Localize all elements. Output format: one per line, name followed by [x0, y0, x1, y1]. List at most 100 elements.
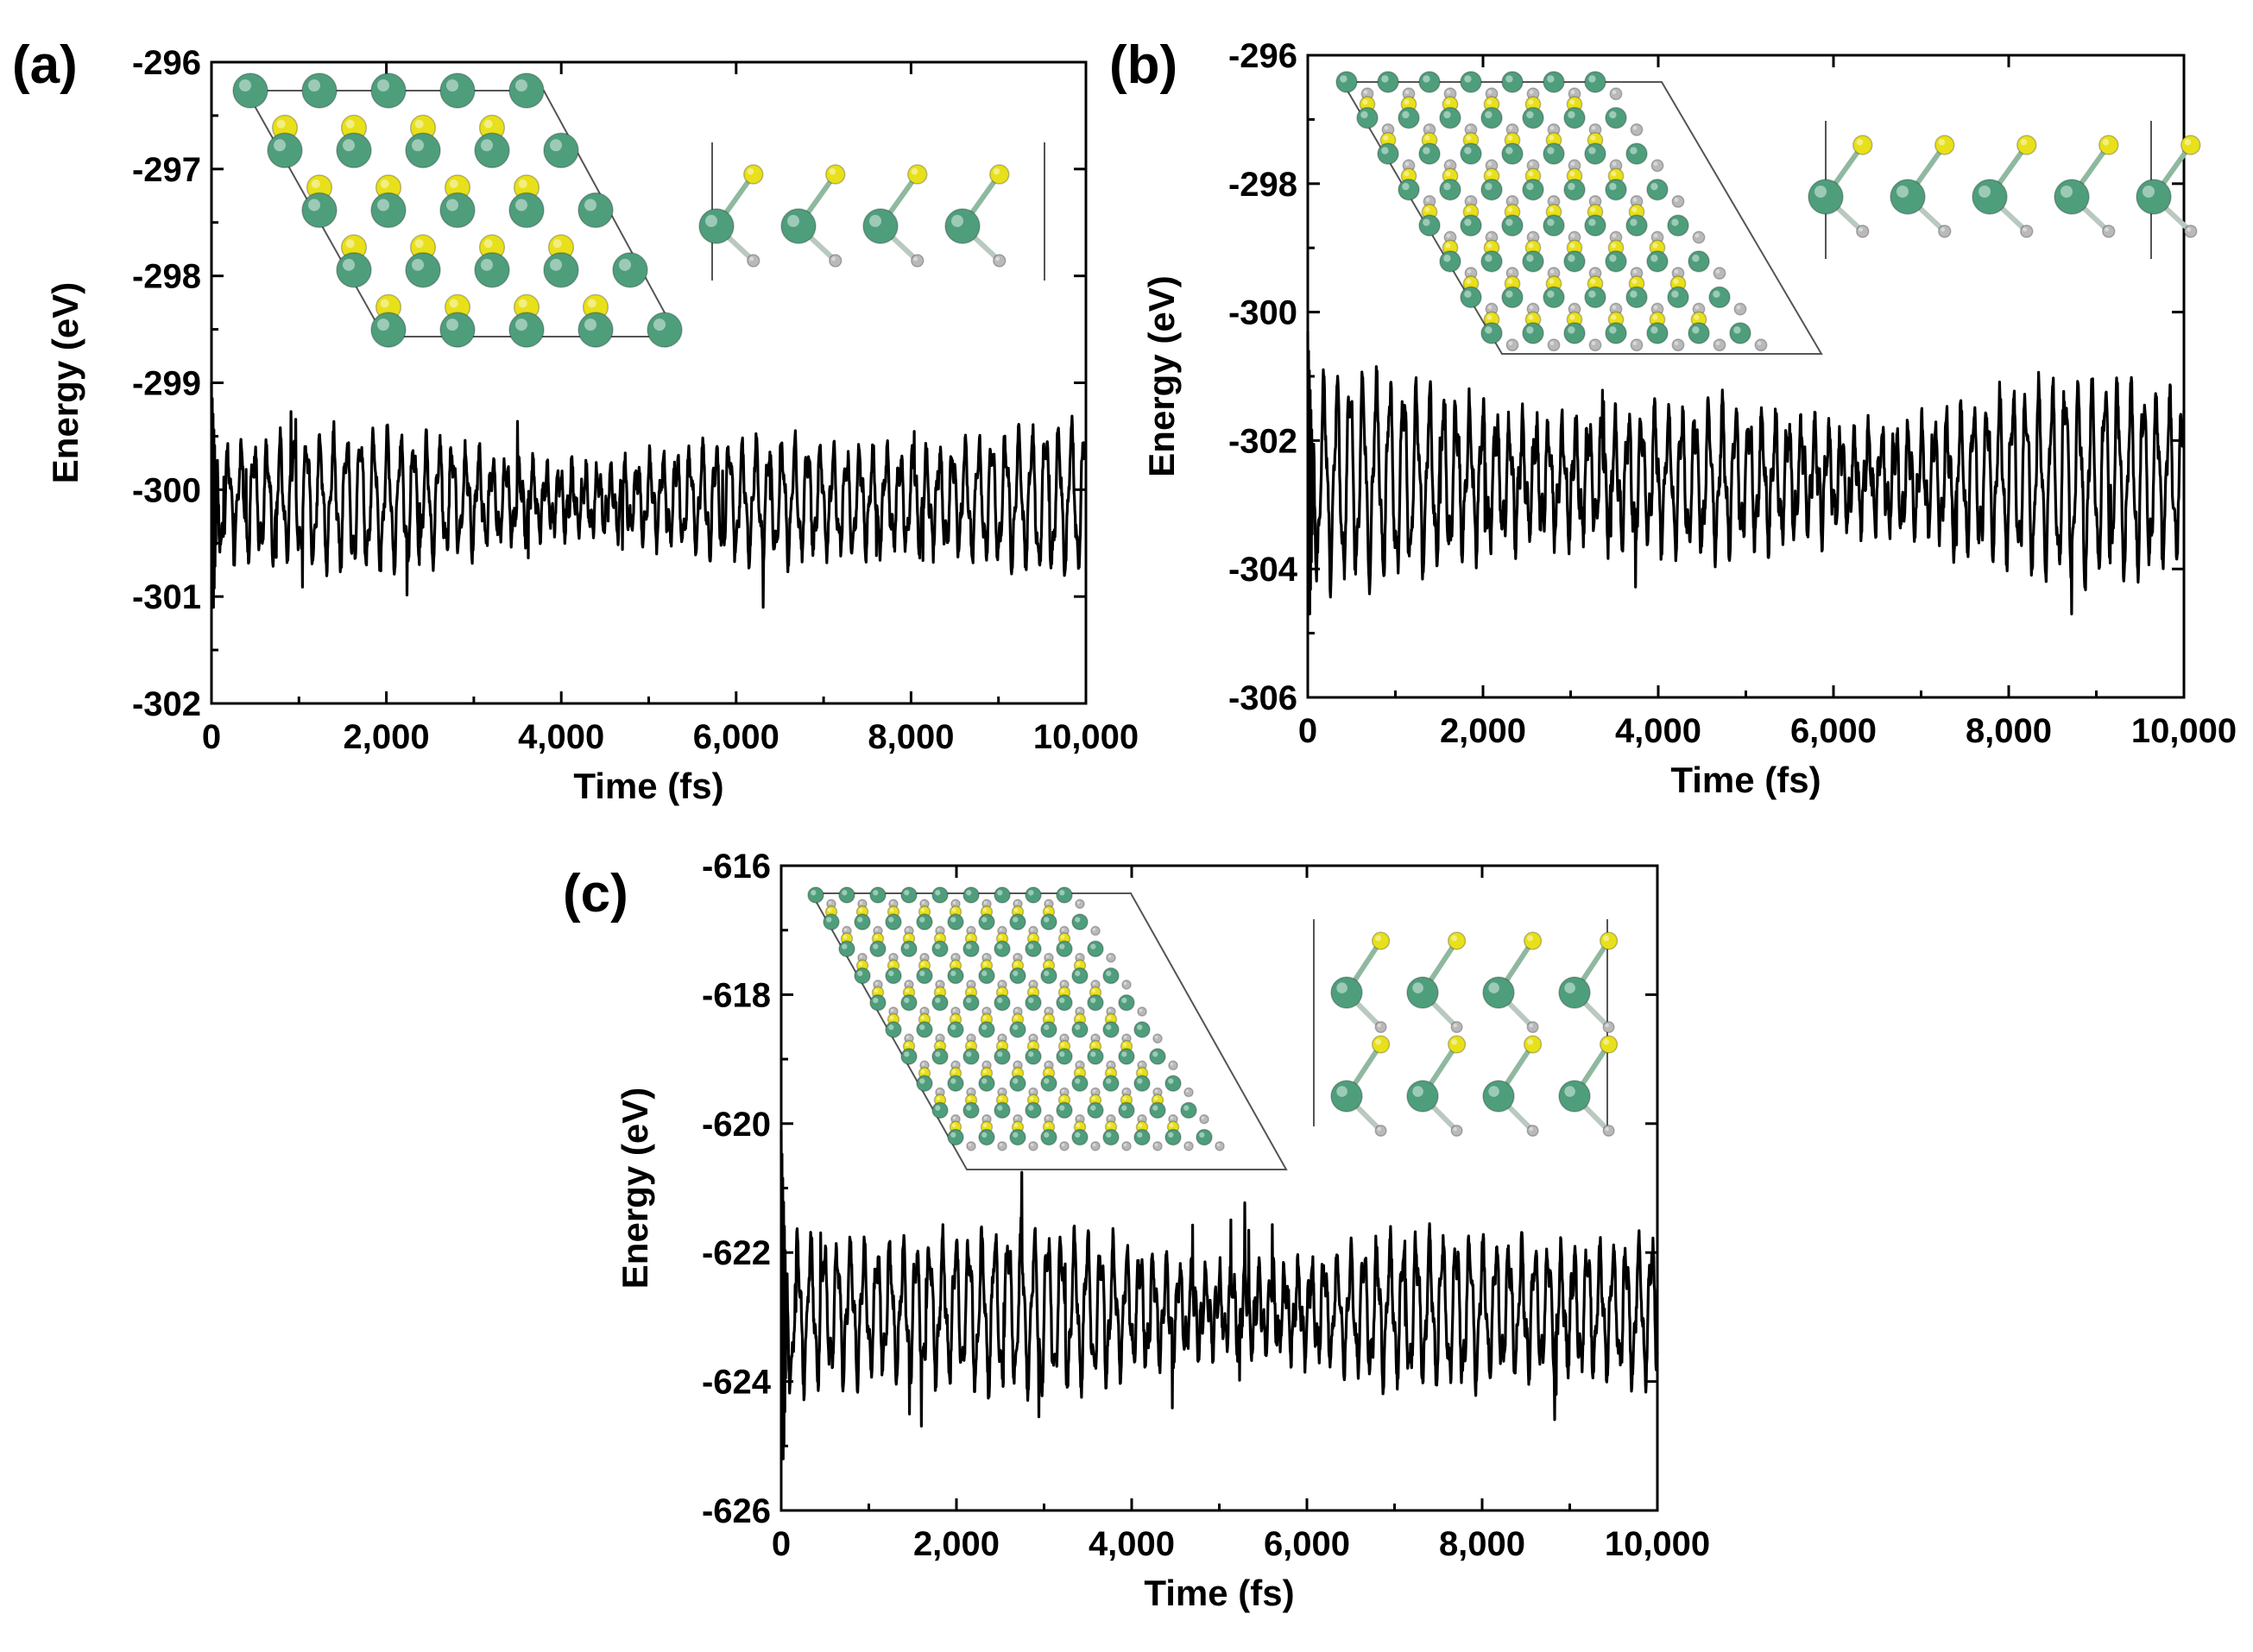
metal-atom: [885, 913, 902, 930]
light-atom-highlight: [937, 1089, 941, 1093]
panel-b: (b) 0 2,000 4,000 6,000 8,000 10,000 -306 -304 -…: [1109, 35, 2237, 800]
metal-atom-highlight: [950, 1132, 956, 1138]
metal-atom-highlight: [481, 139, 493, 152]
chalcogen-atom-highlight: [874, 935, 879, 939]
light-atom-highlight: [1076, 901, 1081, 905]
light-atom-highlight: [1139, 1008, 1143, 1012]
light-atom-highlight: [2187, 227, 2192, 232]
metal-atom-highlight: [1568, 326, 1575, 334]
chalcogen-atom-highlight: [552, 239, 562, 249]
light-atom-highlight: [1653, 305, 1658, 310]
metal-atom: [1584, 214, 1606, 237]
metal-atom-highlight: [966, 1051, 972, 1057]
chalcogen-atom-highlight: [1486, 243, 1493, 249]
light-atom-highlight: [952, 1008, 956, 1012]
metal-atom: [1584, 142, 1606, 165]
metal-atom: [543, 132, 579, 169]
metal-atom: [1460, 142, 1482, 165]
metal-atom-highlight: [1121, 1105, 1127, 1111]
chalcogen-atom-highlight: [1375, 1038, 1382, 1045]
metal-atom-highlight: [1814, 186, 1827, 198]
metal-atom: [1480, 322, 1503, 344]
metal-atom: [1406, 976, 1439, 1009]
chart-a-x-tick-label: 8,000: [868, 718, 954, 756]
chart-b-x-tick-label: 0: [1298, 712, 1317, 750]
metal-atom: [2054, 179, 2090, 215]
metal-atom-highlight: [1526, 255, 1534, 262]
metal-atom-highlight: [2061, 186, 2073, 198]
light-atom-highlight: [921, 1062, 925, 1066]
metal-atom-highlight: [653, 318, 666, 331]
metal-atom: [1972, 179, 2008, 215]
metal-atom-highlight: [1044, 1132, 1050, 1138]
light-atom-highlight: [1508, 125, 1513, 130]
metal-atom-highlight: [1423, 147, 1430, 154]
metal-atom-highlight: [1650, 255, 1658, 262]
metal-atom-highlight: [1106, 1132, 1112, 1138]
metal-atom: [1133, 1075, 1151, 1092]
chalcogen-atom-highlight: [1107, 1123, 1112, 1128]
light-atom-highlight: [1377, 1126, 1381, 1132]
metal-atom: [994, 1048, 1011, 1065]
light-atom-highlight: [1446, 90, 1451, 95]
chart-c-x-tick-label: 10,000: [1605, 1525, 1710, 1563]
chalcogen-atom-highlight: [1091, 1096, 1096, 1100]
light-atom: [2184, 224, 2198, 238]
metal-atom-highlight: [550, 139, 562, 152]
metal-atom-highlight: [1044, 917, 1050, 923]
chart-a-y-tick-label: -297: [132, 151, 201, 189]
light-atom-highlight: [1185, 1143, 1190, 1147]
metal-atom: [994, 1101, 1011, 1119]
light-atom-highlight: [952, 1062, 956, 1066]
light-atom-highlight: [1605, 1023, 1609, 1028]
light-atom: [1152, 1033, 1163, 1044]
chalcogen-atom-highlight: [1060, 1096, 1065, 1100]
chart-a-x-tick-label: 6,000: [693, 718, 779, 756]
light-atom: [1602, 1124, 1615, 1138]
metal-atom: [1482, 1080, 1515, 1113]
metal-atom: [474, 132, 510, 169]
chalcogen-atom-highlight: [1507, 135, 1513, 141]
light-atom: [1733, 302, 1747, 316]
metal-atom: [1377, 142, 1399, 165]
chart-c-x-tick-label: 0: [772, 1525, 791, 1563]
light-atom-highlight: [843, 928, 848, 931]
chalcogen-atom-highlight: [1611, 171, 1617, 177]
metal-atom-highlight: [873, 890, 879, 896]
light-atom-highlight: [1694, 305, 1700, 310]
metal-atom-highlight: [446, 199, 458, 211]
chart-b-y-tick-label: -300: [1228, 294, 1297, 332]
metal-atom-highlight: [1978, 186, 1991, 198]
metal-atom-highlight: [1183, 1105, 1190, 1111]
metal-atom: [1356, 106, 1379, 129]
chalcogen-atom-highlight: [345, 119, 355, 129]
metal-atom-highlight: [1137, 1078, 1143, 1084]
chalcogen-atom-highlight: [1445, 171, 1451, 177]
light-atom-highlight: [1014, 1116, 1019, 1119]
metal-atom: [508, 73, 545, 109]
chalcogen-atom-highlight: [1528, 171, 1534, 177]
metal-atom: [439, 73, 476, 109]
light-atom-highlight: [1529, 305, 1534, 310]
light-atom-highlight: [952, 1116, 956, 1119]
metal-atom: [1102, 967, 1120, 985]
chalcogen-atom: [2016, 135, 2037, 155]
metal-atom-highlight: [919, 970, 925, 976]
light-atom: [1199, 1113, 1209, 1125]
chalcogen-atom-highlight: [1013, 962, 1019, 967]
metal-atom: [1558, 976, 1591, 1009]
chalcogen-atom-highlight: [1060, 935, 1065, 939]
metal-atom-highlight: [1505, 290, 1513, 299]
metal-atom-highlight: [935, 890, 941, 896]
chalcogen-atom-highlight: [911, 167, 918, 175]
light-atom-highlight: [1859, 227, 1864, 232]
chalcogen-atom-highlight: [1013, 1123, 1019, 1128]
metal-atom-highlight: [966, 890, 972, 896]
chalcogen-atom-highlight: [1138, 1069, 1143, 1074]
light-atom: [1450, 1020, 1463, 1034]
light-atom-highlight: [1363, 90, 1368, 95]
metal-atom: [1480, 178, 1503, 201]
metal-atom: [1625, 142, 1648, 165]
metal-atom: [267, 132, 303, 169]
chalcogen-atom: [907, 164, 928, 185]
